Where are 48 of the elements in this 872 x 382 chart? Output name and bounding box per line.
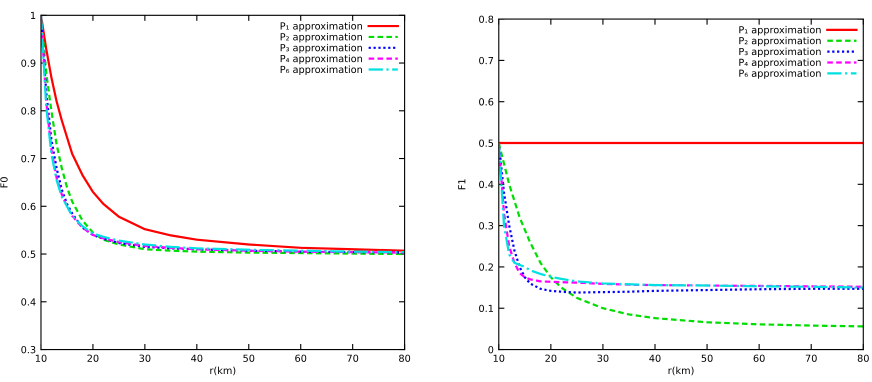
x-tick-label: 10 <box>36 354 47 362</box>
y-tick-label: 1 <box>31 12 36 19</box>
x-tick-label: 30 <box>139 354 150 362</box>
x-tick-label: 70 <box>806 354 817 362</box>
legend-label: P₁ approximation <box>280 22 362 32</box>
x-tick-label: 80 <box>858 354 869 362</box>
x-tick-label: 50 <box>702 354 713 362</box>
x-tick-label: 40 <box>191 354 202 362</box>
y-tick-label: 0.3 <box>479 222 494 230</box>
y-axis-title: F1 <box>458 179 466 190</box>
legend-label: P₆ approximation <box>739 69 821 79</box>
x-tick-label: 60 <box>754 354 765 362</box>
legend-label: P₃ approximation <box>280 44 362 54</box>
x-tick-label: 50 <box>243 354 254 362</box>
legend-label: P₂ approximation <box>280 32 362 42</box>
legend-label: P₄ approximation <box>739 58 821 68</box>
legend-label: P₂ approximation <box>739 36 821 46</box>
x-tick-label: 80 <box>399 354 410 362</box>
legend-label: P₄ approximation <box>280 54 362 64</box>
y-tick-label: 0.4 <box>479 180 494 188</box>
legend-label: P₁ approximation <box>739 26 821 36</box>
x-axis-title: r(km) <box>668 366 694 376</box>
y-tick-label: 0.5 <box>21 250 36 258</box>
legend-label: P₃ approximation <box>739 48 821 58</box>
legend-label: P₆ approximation <box>280 66 362 75</box>
y-tick-label: 0.4 <box>21 298 36 306</box>
y-tick-label: 0.7 <box>21 155 36 162</box>
y-tick-label: 0.1 <box>479 304 494 312</box>
y-tick-label: 0.9 <box>21 60 36 67</box>
y-tick-label: 0 <box>488 346 494 354</box>
x-tick-label: 60 <box>295 354 306 362</box>
y-tick-label: 0.8 <box>479 16 494 23</box>
y-tick-label: 0.5 <box>479 139 494 147</box>
y-axis-title: F0 <box>0 177 8 188</box>
y-tick-label: 0.3 <box>21 346 36 354</box>
x-tick-label: 70 <box>347 354 358 362</box>
line-series <box>498 142 864 328</box>
x-tick-label: 20 <box>87 354 98 362</box>
x-axis-title: r(km) <box>210 366 236 376</box>
x-tick-label: 30 <box>597 354 608 362</box>
y-tick-label: 0.8 <box>21 107 36 115</box>
x-tick-label: 10 <box>494 354 504 362</box>
x-tick-label: 20 <box>545 354 556 362</box>
y-tick-label: 0.6 <box>479 98 494 106</box>
y-tick-label: 0.2 <box>479 263 493 271</box>
y-tick-label: 0.6 <box>21 202 36 210</box>
y-tick-label: 0.7 <box>479 56 494 64</box>
x-tick-label: 40 <box>649 354 661 362</box>
